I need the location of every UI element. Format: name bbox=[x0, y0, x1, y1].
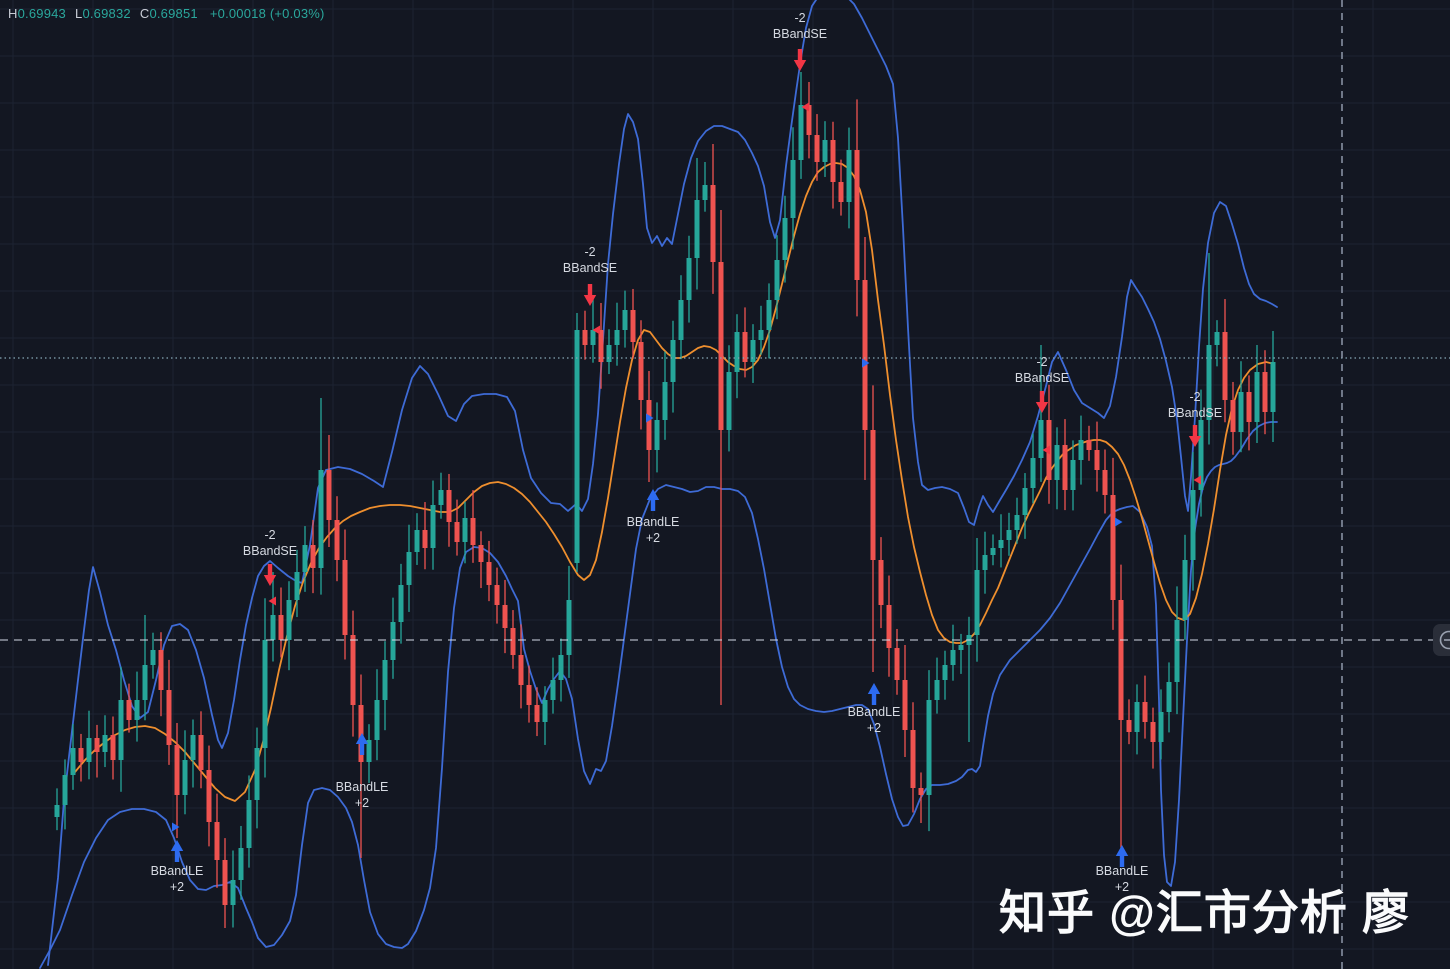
fill-marker-right-icon bbox=[646, 413, 654, 423]
sell-arrow-icon bbox=[1188, 425, 1202, 447]
watermark: 知乎 @汇市分析 廖 bbox=[999, 886, 1410, 939]
signal-label: -2 bbox=[1036, 355, 1047, 369]
signal-label: BBandLE bbox=[151, 864, 204, 878]
low-label: L bbox=[75, 6, 83, 21]
bollinger-lower-band bbox=[39, 421, 1278, 969]
high-label: H bbox=[8, 6, 18, 21]
strategy-signals: -2 BBandSE -2 BBandSE -2 BBandSE -2 BBandSE -2 BB… bbox=[151, 11, 1223, 894]
signal-label: -2 bbox=[1189, 390, 1200, 404]
fill-marker-left-icon bbox=[592, 325, 600, 335]
fill-marker-right-icon bbox=[1115, 517, 1123, 527]
price-line-button[interactable] bbox=[1433, 624, 1450, 656]
sell-arrow-icon bbox=[263, 564, 277, 586]
change-value: +0.00018 (+0.03%) bbox=[209, 6, 325, 21]
fill-marker-left-icon bbox=[801, 102, 809, 112]
signal-label: -2 bbox=[794, 11, 805, 25]
ohlc-legend: H0.69943 L0.69832 C0.69851 +0.00018 (+0.03%… bbox=[8, 6, 325, 21]
signal-label: BBandLE bbox=[336, 780, 389, 794]
signal-label: +2 bbox=[646, 531, 660, 545]
high-value: 0.69943 bbox=[17, 6, 66, 21]
signal-label: +2 bbox=[867, 721, 881, 735]
signal-label: BBandSE bbox=[563, 261, 617, 275]
entry-markers bbox=[172, 102, 1201, 832]
fill-marker-right-icon bbox=[172, 822, 180, 832]
bollinger-upper-band bbox=[47, 0, 1278, 966]
signal-label: BBandSE bbox=[1168, 406, 1222, 420]
signal-label: BBandSE bbox=[773, 27, 827, 41]
buy-arrow-icon bbox=[646, 489, 660, 511]
sell-arrow-icon bbox=[1035, 391, 1049, 413]
signal-label: +2 bbox=[1115, 880, 1129, 894]
buy-arrow-icon bbox=[170, 840, 184, 862]
sell-arrow-icon bbox=[583, 284, 597, 306]
candlestick-series bbox=[54, 72, 1276, 928]
fill-marker-left-icon bbox=[268, 596, 276, 606]
signal-label: BBandLE bbox=[848, 705, 901, 719]
signal-label: +2 bbox=[355, 796, 369, 810]
fill-marker-left-icon bbox=[1042, 445, 1050, 455]
buy-arrow-icon bbox=[355, 733, 369, 755]
signal-label: -2 bbox=[584, 245, 595, 259]
bollinger-basis-line bbox=[74, 162, 1275, 802]
close-label: C bbox=[139, 6, 150, 21]
close-value: 0.69851 bbox=[149, 6, 198, 21]
signal-label: BBandLE bbox=[627, 515, 680, 529]
buy-arrow-icon bbox=[867, 683, 881, 705]
signal-label: BBandSE bbox=[1015, 371, 1069, 385]
fill-marker-right-icon bbox=[862, 358, 870, 368]
sell-arrow-icon bbox=[793, 49, 807, 71]
signal-label: BBandLE bbox=[1096, 864, 1149, 878]
signal-label: +2 bbox=[170, 880, 184, 894]
low-value: 0.69832 bbox=[82, 6, 131, 21]
fill-marker-left-icon bbox=[1193, 475, 1201, 485]
minus-circle-icon bbox=[1439, 630, 1450, 650]
buy-arrow-icon bbox=[1115, 845, 1129, 867]
signal-label: BBandSE bbox=[243, 544, 297, 558]
signal-label: -2 bbox=[264, 528, 275, 542]
